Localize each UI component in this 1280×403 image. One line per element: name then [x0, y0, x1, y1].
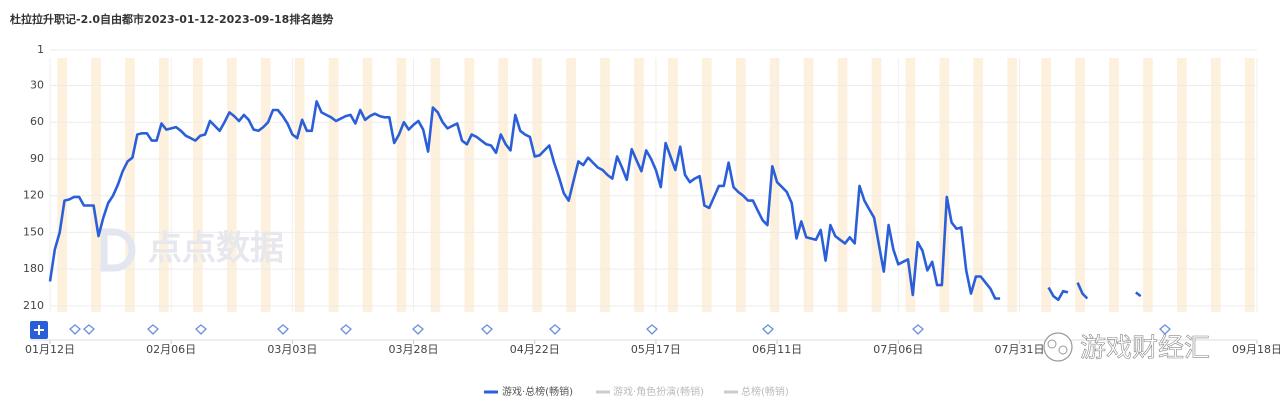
weekend-band — [294, 58, 305, 312]
watermark-icon — [1043, 332, 1073, 362]
weekend-band — [57, 58, 67, 312]
legend-label[interactable]: 游戏·角色扮演(畅销) — [613, 385, 704, 398]
event-marker — [277, 324, 289, 335]
grid — [49, 49, 1258, 312]
weekend-band — [260, 58, 271, 312]
x-tick-label: 07月31日 — [994, 343, 1044, 356]
weekend-band — [430, 58, 441, 312]
weekend-band — [498, 58, 509, 312]
weekend-band — [1177, 58, 1187, 312]
weekend-band — [769, 58, 780, 312]
weekend-band — [837, 58, 848, 312]
event-marker — [69, 324, 81, 335]
x-tick-label: 03月28日 — [389, 343, 439, 356]
weekend-band — [464, 58, 475, 312]
x-tick-label: 06月11日 — [752, 343, 802, 356]
weekend-band — [226, 58, 237, 312]
y-tick-label: 30 — [30, 79, 44, 92]
line-series — [48, 100, 1142, 302]
watermark-logo — [100, 228, 136, 272]
weekend-band — [532, 58, 543, 312]
weekend-band — [192, 58, 203, 312]
weekend-band — [1210, 58, 1221, 312]
weekend-band — [328, 58, 339, 312]
watermark: 游戏财经汇 — [1080, 334, 1210, 364]
weekend-band — [735, 58, 746, 312]
weekend-band — [566, 58, 576, 312]
weekend-band — [91, 58, 101, 312]
weekend-bands — [57, 58, 1255, 312]
weekend-band — [939, 58, 950, 312]
x-tick-label: 03月03日 — [267, 343, 317, 356]
weekend-band — [1109, 58, 1119, 312]
event-marker — [549, 324, 561, 335]
x-tick-label: 05月17日 — [631, 343, 681, 356]
x-tick-label: 07月06日 — [873, 343, 923, 356]
weekend-band — [1143, 58, 1153, 312]
y-tick-label: 180 — [23, 262, 44, 275]
event-marker — [195, 324, 207, 335]
x-axis: 01月12日 02月06日 03月03日 03月28日 04月22日 05月17日 06月1… — [25, 339, 1280, 356]
weekend-band — [600, 58, 610, 312]
weekend-band — [125, 58, 135, 312]
y-tick-label: 120 — [23, 189, 44, 202]
y-tick-label: 1 — [37, 43, 44, 56]
series — [48, 100, 1142, 302]
weekend-band — [1075, 58, 1085, 312]
weekend-band — [1244, 58, 1255, 312]
event-marker — [340, 324, 352, 335]
weekend-band — [159, 58, 169, 312]
watermark-icon — [1047, 339, 1057, 349]
watermark-icon — [1058, 345, 1068, 355]
event-marker — [481, 324, 493, 335]
event-marker — [762, 324, 774, 335]
y-tick-label: 60 — [30, 115, 44, 128]
watermark-2 — [1043, 332, 1073, 362]
weekend-band — [1007, 58, 1018, 312]
event-marker — [147, 324, 159, 335]
weekend-band — [871, 58, 882, 312]
weekend-band — [668, 58, 678, 312]
weekend-band — [973, 58, 984, 312]
y-tick-label: 210 — [23, 299, 44, 312]
event-marker — [1159, 324, 1171, 335]
weekend-band — [1041, 58, 1051, 312]
legend-label[interactable]: 游戏·总榜(畅销) — [502, 385, 573, 398]
event-marker — [912, 324, 924, 335]
weekend-band — [803, 58, 814, 312]
x-tick-label: 04月22日 — [510, 343, 560, 356]
event-marker — [646, 324, 658, 335]
weekend-band — [701, 58, 712, 312]
add-icon — [34, 325, 44, 335]
y-tick-label: 150 — [23, 225, 44, 238]
legend-label[interactable]: 总榜(畅销) — [741, 385, 789, 398]
y-tick-label: 90 — [30, 152, 44, 165]
watermark-icon — [100, 228, 136, 272]
weekend-band — [362, 58, 373, 312]
weekend-band — [396, 58, 407, 312]
weekend-band — [905, 58, 916, 312]
weekend-band — [634, 58, 644, 312]
event-marker — [412, 324, 424, 335]
x-tick-label: 01月12日 — [25, 343, 75, 356]
chart-title: 杜拉拉升职记-2.0自由都市2023-01-12-2023-09-18排名趋势 — [10, 12, 333, 26]
event-marker — [83, 324, 95, 335]
x-tick-label: 02月06日 — [146, 343, 196, 356]
watermark: 点点数据 — [148, 229, 284, 269]
event-markers — [69, 324, 1171, 335]
x-tick-label: 09月18日 — [1232, 343, 1280, 356]
